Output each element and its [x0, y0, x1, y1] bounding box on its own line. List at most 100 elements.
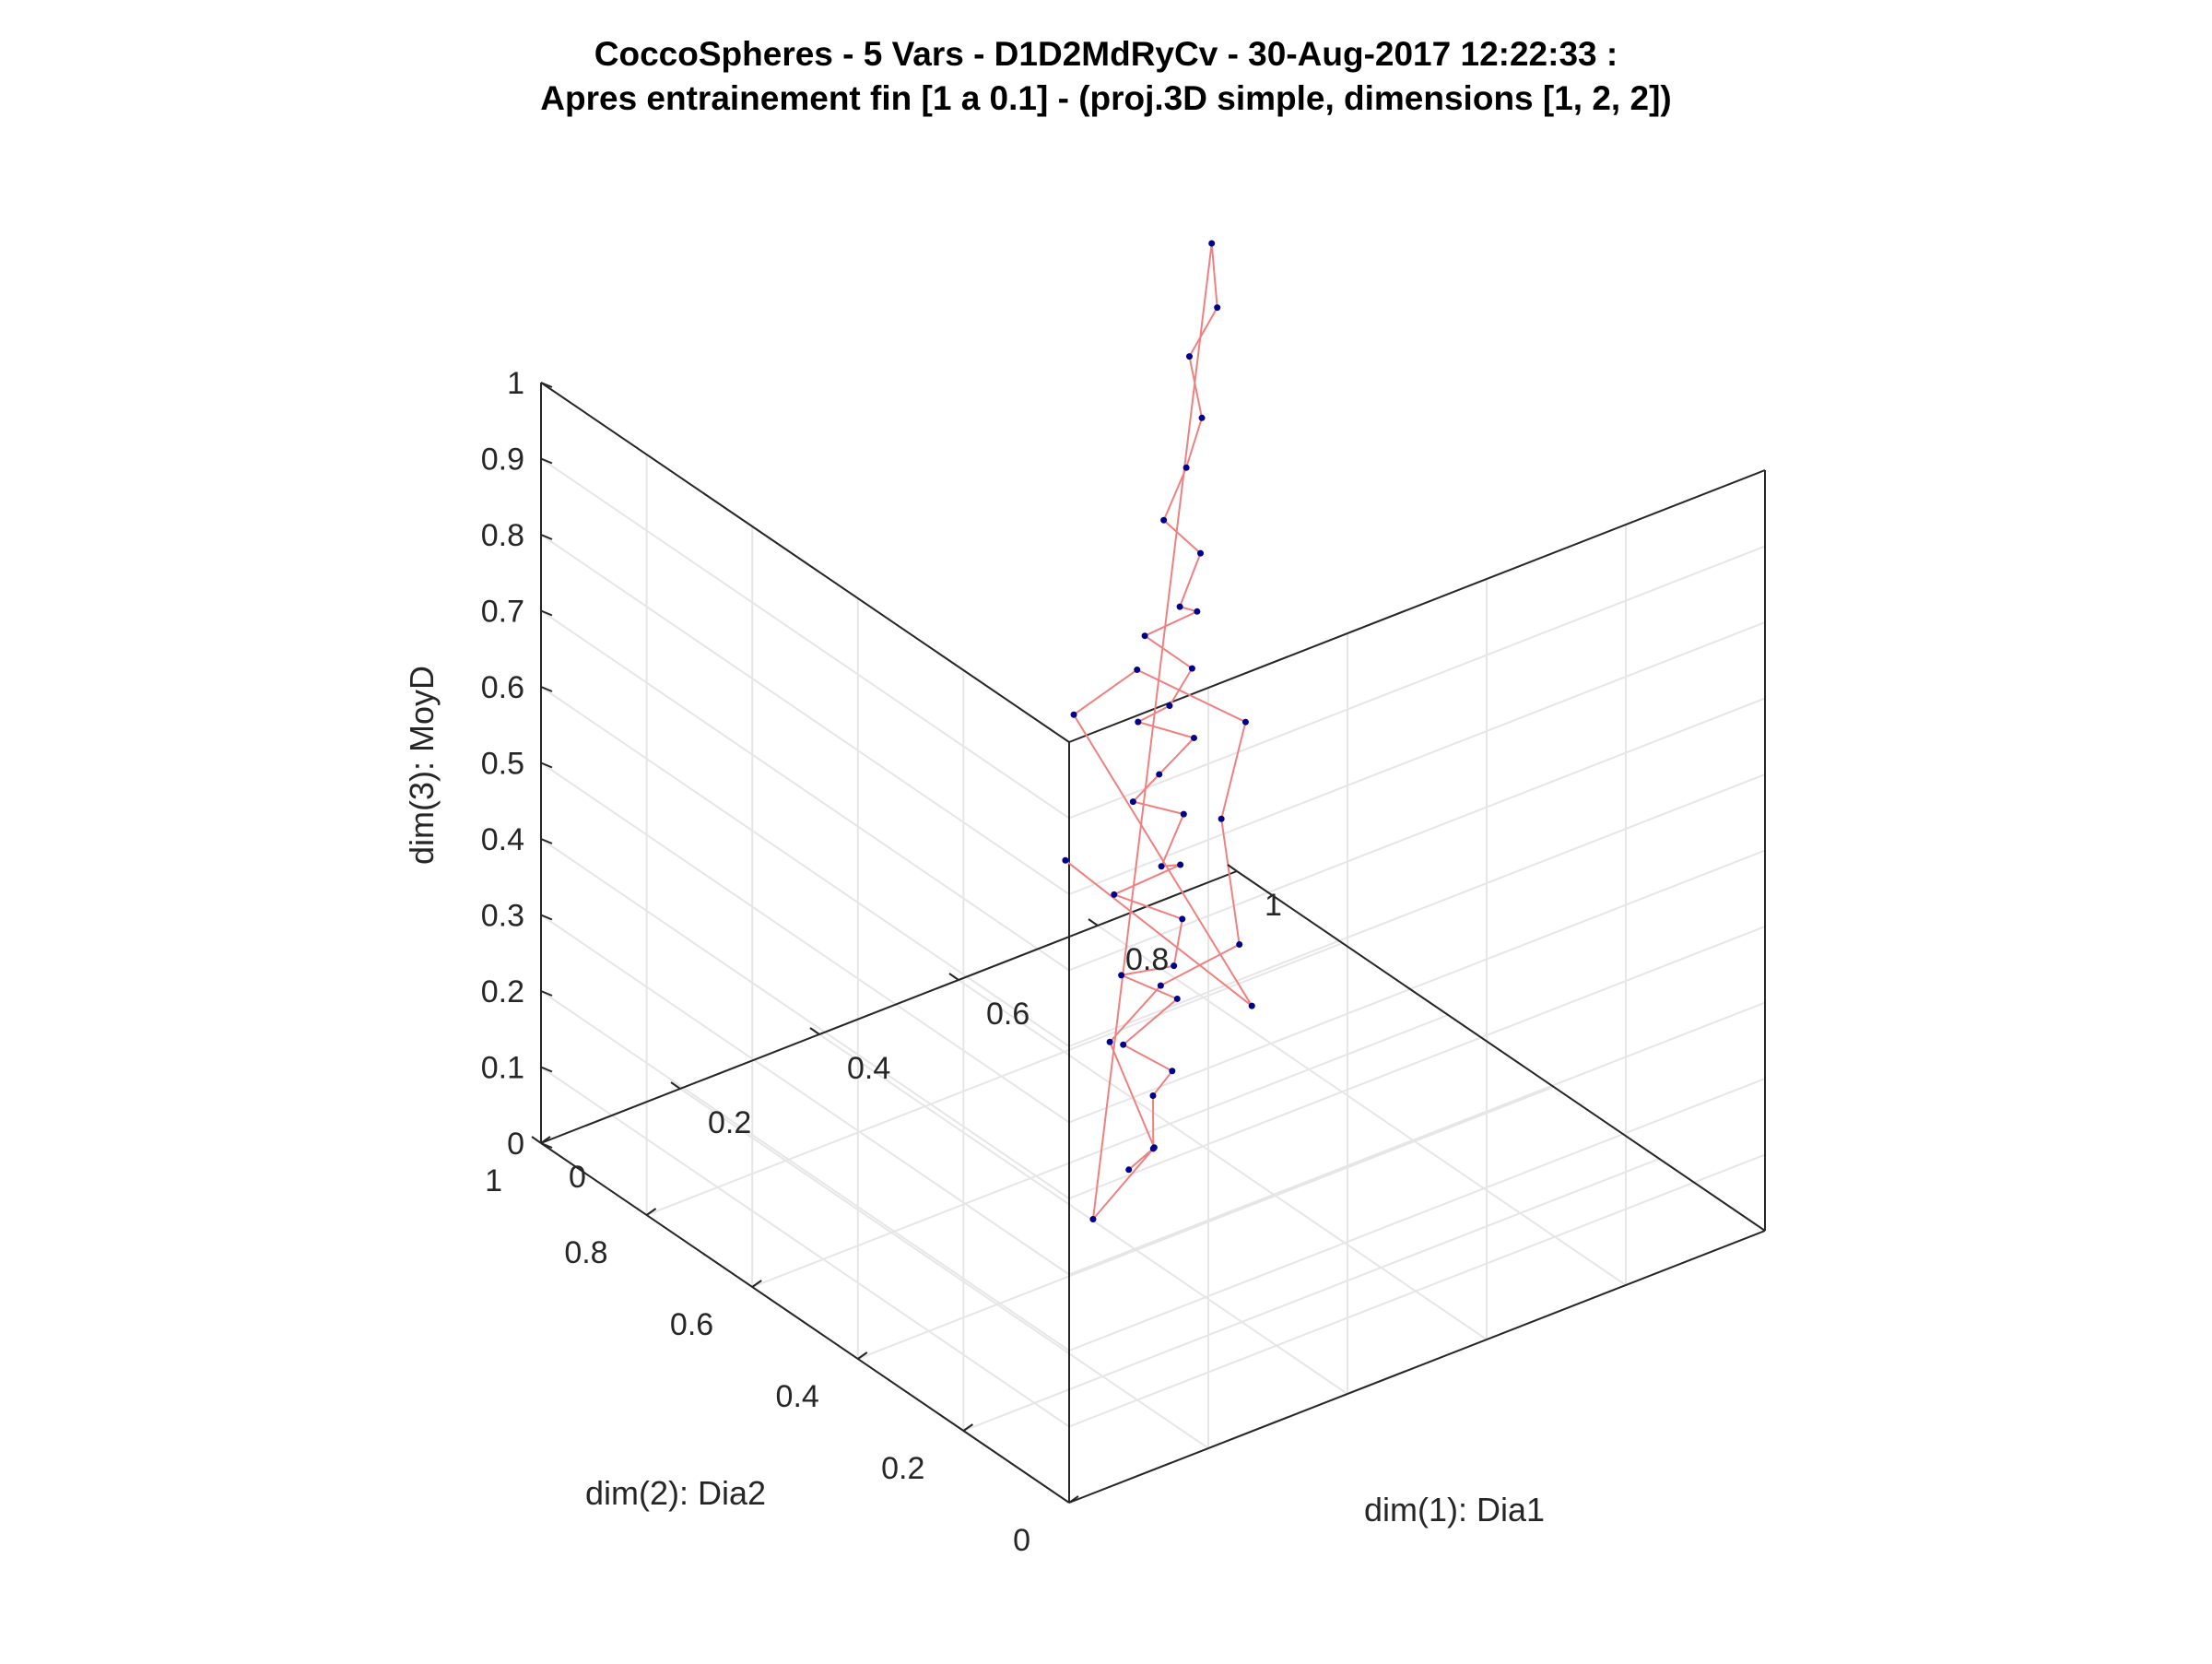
- y-axis-label: dim(2): Dia2: [585, 1474, 766, 1512]
- grid-line: [751, 1014, 1449, 1288]
- z-tick-label: 0.9: [481, 443, 524, 478]
- grid-line: [540, 1066, 1070, 1428]
- grid-line: [963, 1158, 1660, 1432]
- data-point: [1089, 1216, 1097, 1222]
- data-point: [1241, 718, 1249, 726]
- tick-labels: 00.20.40.60.8100.20.40.60.8100.10.20.30.…: [481, 366, 1282, 1558]
- x-tick-label: 0.2: [708, 1105, 751, 1140]
- axis-edge: [1236, 870, 1766, 1232]
- axis-edge: [1068, 1230, 1766, 1504]
- grid-line: [1068, 545, 1766, 820]
- x-tick-mark: [809, 1027, 820, 1035]
- data-point: [1173, 995, 1181, 1002]
- data-point: [1141, 632, 1148, 640]
- grid-line: [1068, 926, 1766, 1199]
- y-tick-mark: [751, 1280, 762, 1288]
- data-point: [1248, 1002, 1255, 1009]
- y-tick-label: 0.2: [881, 1451, 924, 1486]
- y-tick-mark: [1068, 1495, 1079, 1504]
- data-point: [1194, 608, 1201, 615]
- grid-line: [540, 761, 1070, 1124]
- grid-line: [857, 1086, 1555, 1360]
- data-point: [1070, 711, 1077, 718]
- data-point: [1197, 549, 1204, 557]
- y-tick-label: 0.6: [670, 1307, 713, 1342]
- z-tick-label: 0.6: [481, 670, 524, 705]
- data-point: [1171, 962, 1178, 970]
- axis-edge: [540, 870, 1238, 1144]
- data-point: [1190, 734, 1197, 741]
- z-tick-mark: [540, 1066, 553, 1073]
- y-tick-label: 0: [1013, 1523, 1030, 1558]
- chart-title-line-1: CoccoSpheres - 5 Vars - D1D2MdRyCv - 30-…: [594, 35, 1618, 73]
- grid-line: [1068, 697, 1766, 972]
- data-point: [1134, 667, 1141, 674]
- y-tick-mark: [646, 1208, 657, 1216]
- grid-line: [818, 1033, 1348, 1395]
- data-point: [1106, 1038, 1113, 1045]
- data-point: [1218, 815, 1225, 822]
- z-tick-label: 0.4: [481, 822, 524, 857]
- y-tick-label: 0.8: [564, 1235, 607, 1270]
- x-tick-mark: [1227, 864, 1238, 872]
- x-axis-label: dim(1): Dia1: [1364, 1491, 1545, 1528]
- data-point: [1157, 982, 1164, 989]
- data-point: [1135, 718, 1142, 726]
- z-tick-mark: [540, 838, 553, 844]
- data-point: [1177, 861, 1184, 868]
- data-point: [1160, 516, 1168, 524]
- x-tick-mark: [948, 973, 959, 981]
- z-tick-label: 0.1: [481, 1051, 524, 1086]
- data-point: [1129, 798, 1136, 806]
- y-tick-label: 0.4: [776, 1379, 819, 1414]
- prototype-lines: [1065, 242, 1253, 1222]
- z-tick-mark: [540, 457, 553, 465]
- z-tick-label: 0.2: [481, 974, 524, 1009]
- data-point: [1150, 1144, 1158, 1151]
- grid-line: [1068, 621, 1766, 895]
- grid-line: [1068, 1153, 1766, 1428]
- data-point: [1156, 771, 1163, 778]
- z-tick-label: 0.7: [481, 595, 524, 630]
- grid-line: [540, 457, 1070, 820]
- data-point: [1169, 1068, 1176, 1075]
- z-tick-mark: [540, 1142, 553, 1149]
- grid-line: [540, 534, 1070, 895]
- data-point: [1179, 915, 1186, 923]
- chart-title-line-2: Apres entrainement fin [1 a 0.1] - (proj…: [540, 79, 1672, 117]
- data-point: [1158, 863, 1165, 870]
- z-tick-mark: [540, 686, 553, 692]
- y-tick-mark: [962, 1423, 973, 1432]
- x-tick-label: 1: [1265, 888, 1282, 923]
- z-axis-label: dim(3): MoyD: [403, 666, 441, 865]
- x-tick-mark: [1088, 918, 1099, 926]
- x-tick-label: 0: [569, 1160, 586, 1195]
- grid-line: [540, 990, 1070, 1351]
- y-tick-label: 1: [485, 1163, 502, 1198]
- grid-line: [679, 1088, 1209, 1449]
- grid-line: [540, 686, 1070, 1047]
- grid-line: [646, 942, 1343, 1216]
- data-point: [1118, 972, 1125, 979]
- axis-edge: [1068, 469, 1766, 743]
- grid-line: [1097, 925, 1627, 1286]
- grid-line: [540, 838, 1070, 1199]
- data-point: [1186, 353, 1193, 360]
- data-point: [1149, 1092, 1157, 1099]
- y-tick-mark: [857, 1351, 868, 1360]
- x-tick-label: 0.8: [1125, 942, 1169, 977]
- z-tick-mark: [540, 990, 553, 997]
- grid-line: [1068, 773, 1766, 1047]
- x-tick-mark: [531, 1136, 542, 1144]
- grid-line: [540, 609, 1070, 972]
- data-point: [1120, 1041, 1127, 1048]
- data-point: [1125, 1166, 1133, 1174]
- data-point: [1111, 891, 1118, 898]
- grid-line: [540, 914, 1070, 1276]
- data-point: [1198, 414, 1206, 421]
- x-tick-mark: [670, 1081, 681, 1090]
- data-point: [1188, 665, 1195, 672]
- x-tick-label: 0.6: [986, 997, 1030, 1032]
